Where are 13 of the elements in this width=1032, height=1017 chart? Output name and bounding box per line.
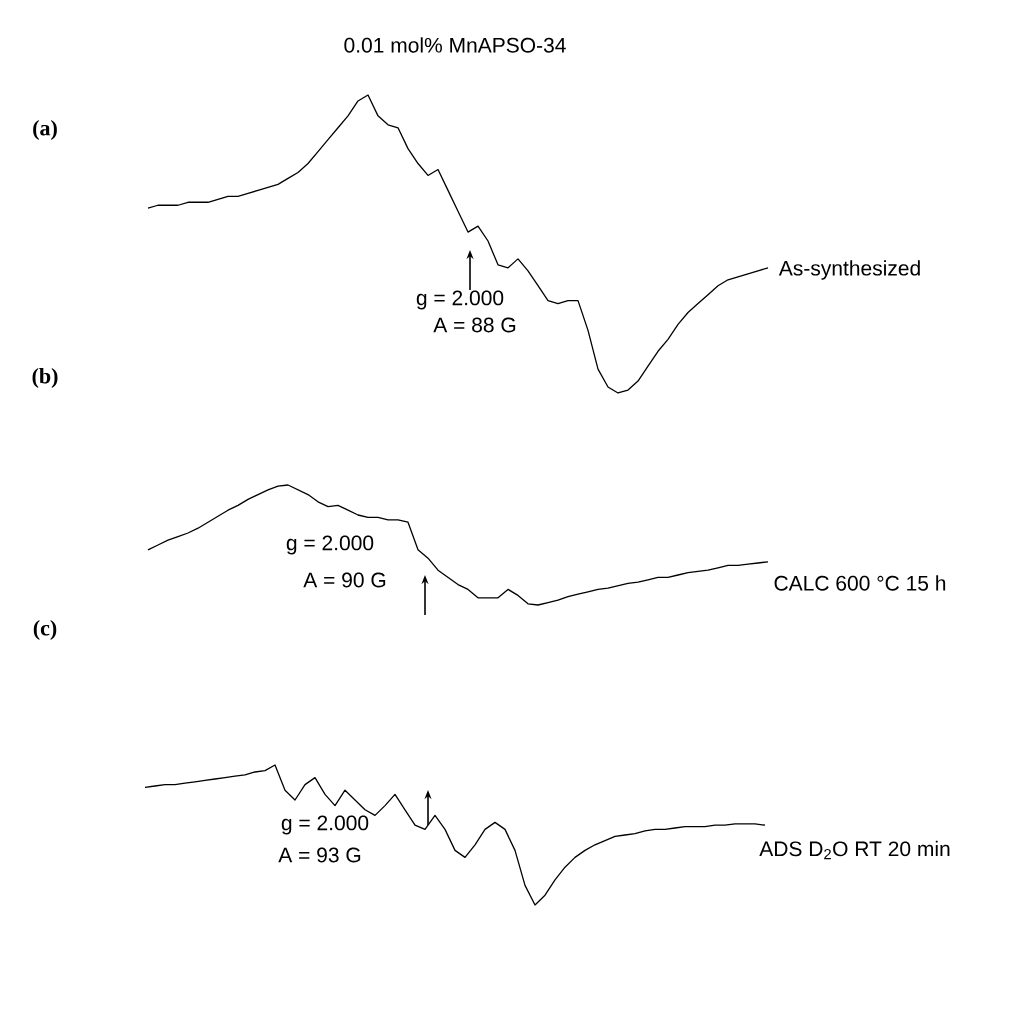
annotation: A = 93 G: [278, 847, 361, 863]
series-label: ADS D$_{2}$O RT 20 min: [759, 840, 950, 860]
text: (c): [33, 620, 57, 640]
chart-title: 0.01 mol% MnAPSO-34: [344, 37, 566, 53]
text: (a): [33, 120, 57, 140]
series-label: As-synthesized: [778, 260, 920, 280]
annotation: g = 2.000: [281, 815, 369, 835]
annotation: g = 2.000: [416, 290, 504, 310]
annotation: A = 88 G: [433, 317, 516, 333]
annotation: g = 2.000: [286, 535, 374, 555]
series-label: CALC 600 °C 15 h: [774, 575, 946, 591]
annotation: A = 90 G: [303, 572, 386, 588]
text: (b): [32, 368, 58, 388]
